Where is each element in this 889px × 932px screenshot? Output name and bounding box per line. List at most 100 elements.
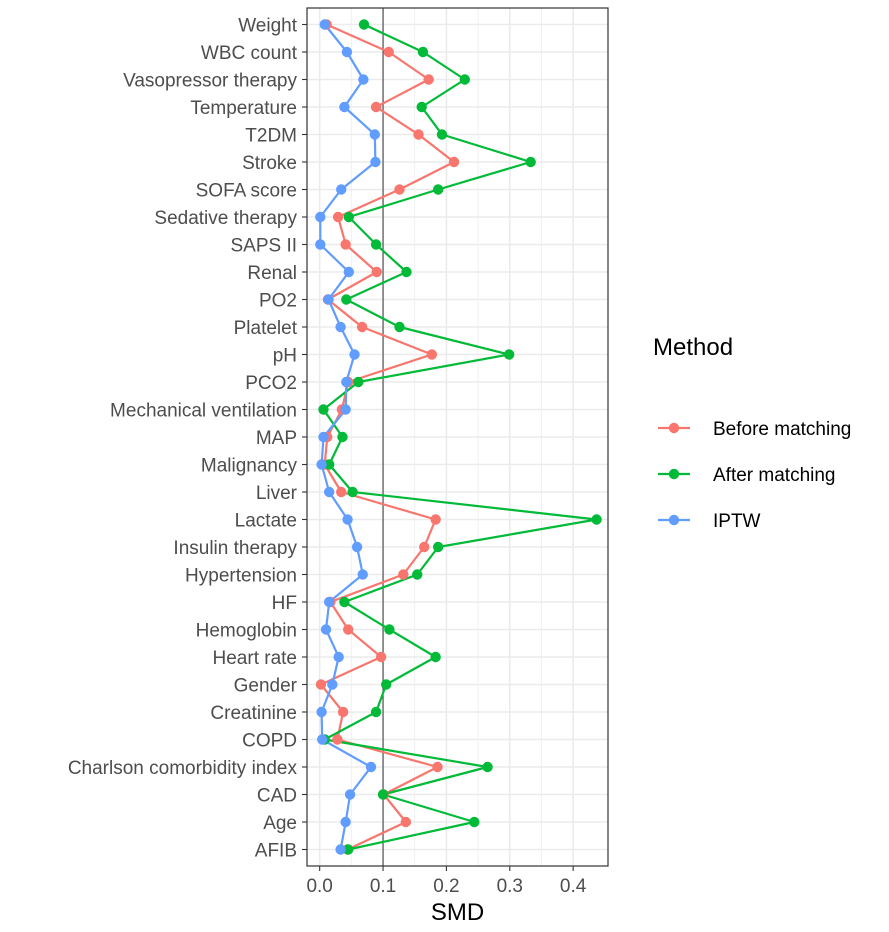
point-before-matching	[398, 569, 409, 580]
y-tick-label: CAD	[257, 786, 297, 807]
point-iptw	[318, 431, 329, 443]
point-after-matching	[394, 321, 405, 333]
point-iptw	[341, 376, 352, 388]
legend-key-point	[668, 468, 680, 480]
point-after-matching	[358, 19, 370, 30]
point-iptw	[370, 156, 381, 168]
point-iptw	[315, 239, 326, 250]
y-axis: Weight WBC count Vasopressor therapy Temper…	[68, 16, 307, 862]
point-iptw	[323, 486, 335, 498]
point-iptw	[316, 706, 327, 718]
y-tick-label: T2DM	[245, 126, 297, 147]
point-after-matching	[353, 376, 364, 388]
point-before-matching	[340, 239, 351, 250]
y-tick-label: Platelet	[234, 318, 298, 339]
point-before-matching	[371, 266, 382, 278]
y-tick-label: Hemoglobin	[196, 621, 297, 642]
point-after-matching	[525, 156, 536, 168]
x-tick-label: 0.4	[560, 876, 587, 897]
y-tick-label: Hypertension	[185, 566, 297, 587]
y-tick-label: Sedative therapy	[154, 208, 297, 229]
point-after-matching	[343, 211, 355, 223]
point-after-matching	[503, 349, 515, 360]
x-tick-label: 0.1	[370, 876, 396, 897]
point-before-matching	[383, 46, 394, 58]
point-after-matching	[323, 459, 335, 470]
legend-label: Before matching	[713, 419, 851, 440]
legend-title: Method	[653, 334, 733, 361]
y-tick-label: Charlson comorbidity index	[68, 758, 298, 779]
point-iptw	[340, 816, 351, 828]
legend-key-point	[668, 422, 680, 434]
y-tick-label: PCO2	[245, 373, 297, 394]
point-iptw	[323, 294, 334, 305]
point-iptw	[333, 651, 344, 663]
y-tick-label: AFIB	[255, 841, 297, 862]
point-after-matching	[318, 404, 329, 415]
data-points	[315, 19, 602, 855]
y-tick-label: Gender	[234, 676, 298, 697]
y-tick-label: Mechanical ventilation	[110, 401, 297, 422]
point-before-matching	[336, 486, 347, 498]
point-iptw	[335, 844, 346, 855]
point-before-matching	[394, 184, 405, 195]
point-after-matching	[370, 239, 382, 250]
y-tick-label: Temperature	[190, 98, 297, 119]
point-iptw	[339, 101, 350, 113]
y-tick-label: COPD	[242, 731, 297, 752]
y-tick-label: Creatinine	[210, 703, 297, 724]
point-iptw	[315, 211, 326, 223]
x-tick-label: 0.0	[306, 876, 332, 897]
legend-key-point	[668, 514, 680, 526]
y-tick-label: Heart rate	[213, 648, 297, 669]
y-tick-label: Vasopressor therapy	[123, 71, 297, 92]
point-iptw	[349, 349, 360, 360]
y-tick-label: Liver	[256, 483, 298, 504]
point-iptw	[316, 459, 327, 470]
x-tick-label: 0.3	[497, 876, 523, 897]
x-axis: 0.0 0.1 0.2 0.3 0.4	[306, 866, 587, 897]
point-iptw	[365, 761, 377, 773]
y-tick-label: SOFA score	[196, 181, 297, 202]
point-before-matching	[332, 734, 343, 745]
point-after-matching	[591, 514, 602, 525]
point-after-matching	[347, 486, 358, 498]
y-tick-label: Insulin therapy	[173, 538, 297, 559]
y-tick-label: Stroke	[242, 153, 297, 174]
point-after-matching	[432, 541, 444, 553]
point-before-matching	[419, 541, 430, 553]
point-iptw	[357, 569, 368, 580]
point-iptw	[369, 129, 381, 140]
point-iptw	[335, 321, 346, 333]
point-after-matching	[412, 569, 423, 580]
point-after-matching	[469, 816, 480, 828]
y-tick-label: MAP	[256, 428, 297, 449]
point-before-matching	[423, 74, 434, 85]
point-before-matching	[413, 129, 424, 140]
point-after-matching	[341, 294, 352, 305]
point-after-matching	[381, 679, 392, 690]
point-before-matching	[375, 651, 387, 663]
point-after-matching	[416, 101, 427, 113]
point-before-matching	[342, 624, 354, 635]
x-tick-label: 0.2	[433, 876, 459, 897]
point-after-matching	[482, 761, 493, 773]
point-after-matching	[401, 266, 412, 278]
point-before-matching	[370, 101, 382, 113]
point-after-matching	[436, 129, 448, 140]
point-before-matching	[356, 321, 368, 333]
y-tick-label: Age	[263, 813, 297, 834]
point-iptw	[319, 19, 330, 30]
point-iptw	[344, 789, 356, 800]
y-tick-label: pH	[273, 346, 297, 367]
legend: Method Before matching After matching IPTW	[653, 334, 851, 532]
point-after-matching	[370, 706, 382, 718]
point-iptw	[351, 541, 363, 553]
point-after-matching	[337, 431, 348, 443]
point-before-matching	[430, 514, 441, 525]
point-before-matching	[332, 211, 344, 223]
point-after-matching	[377, 789, 389, 800]
y-tick-label: Renal	[247, 263, 297, 284]
point-before-matching	[426, 349, 438, 360]
point-iptw	[317, 734, 328, 745]
